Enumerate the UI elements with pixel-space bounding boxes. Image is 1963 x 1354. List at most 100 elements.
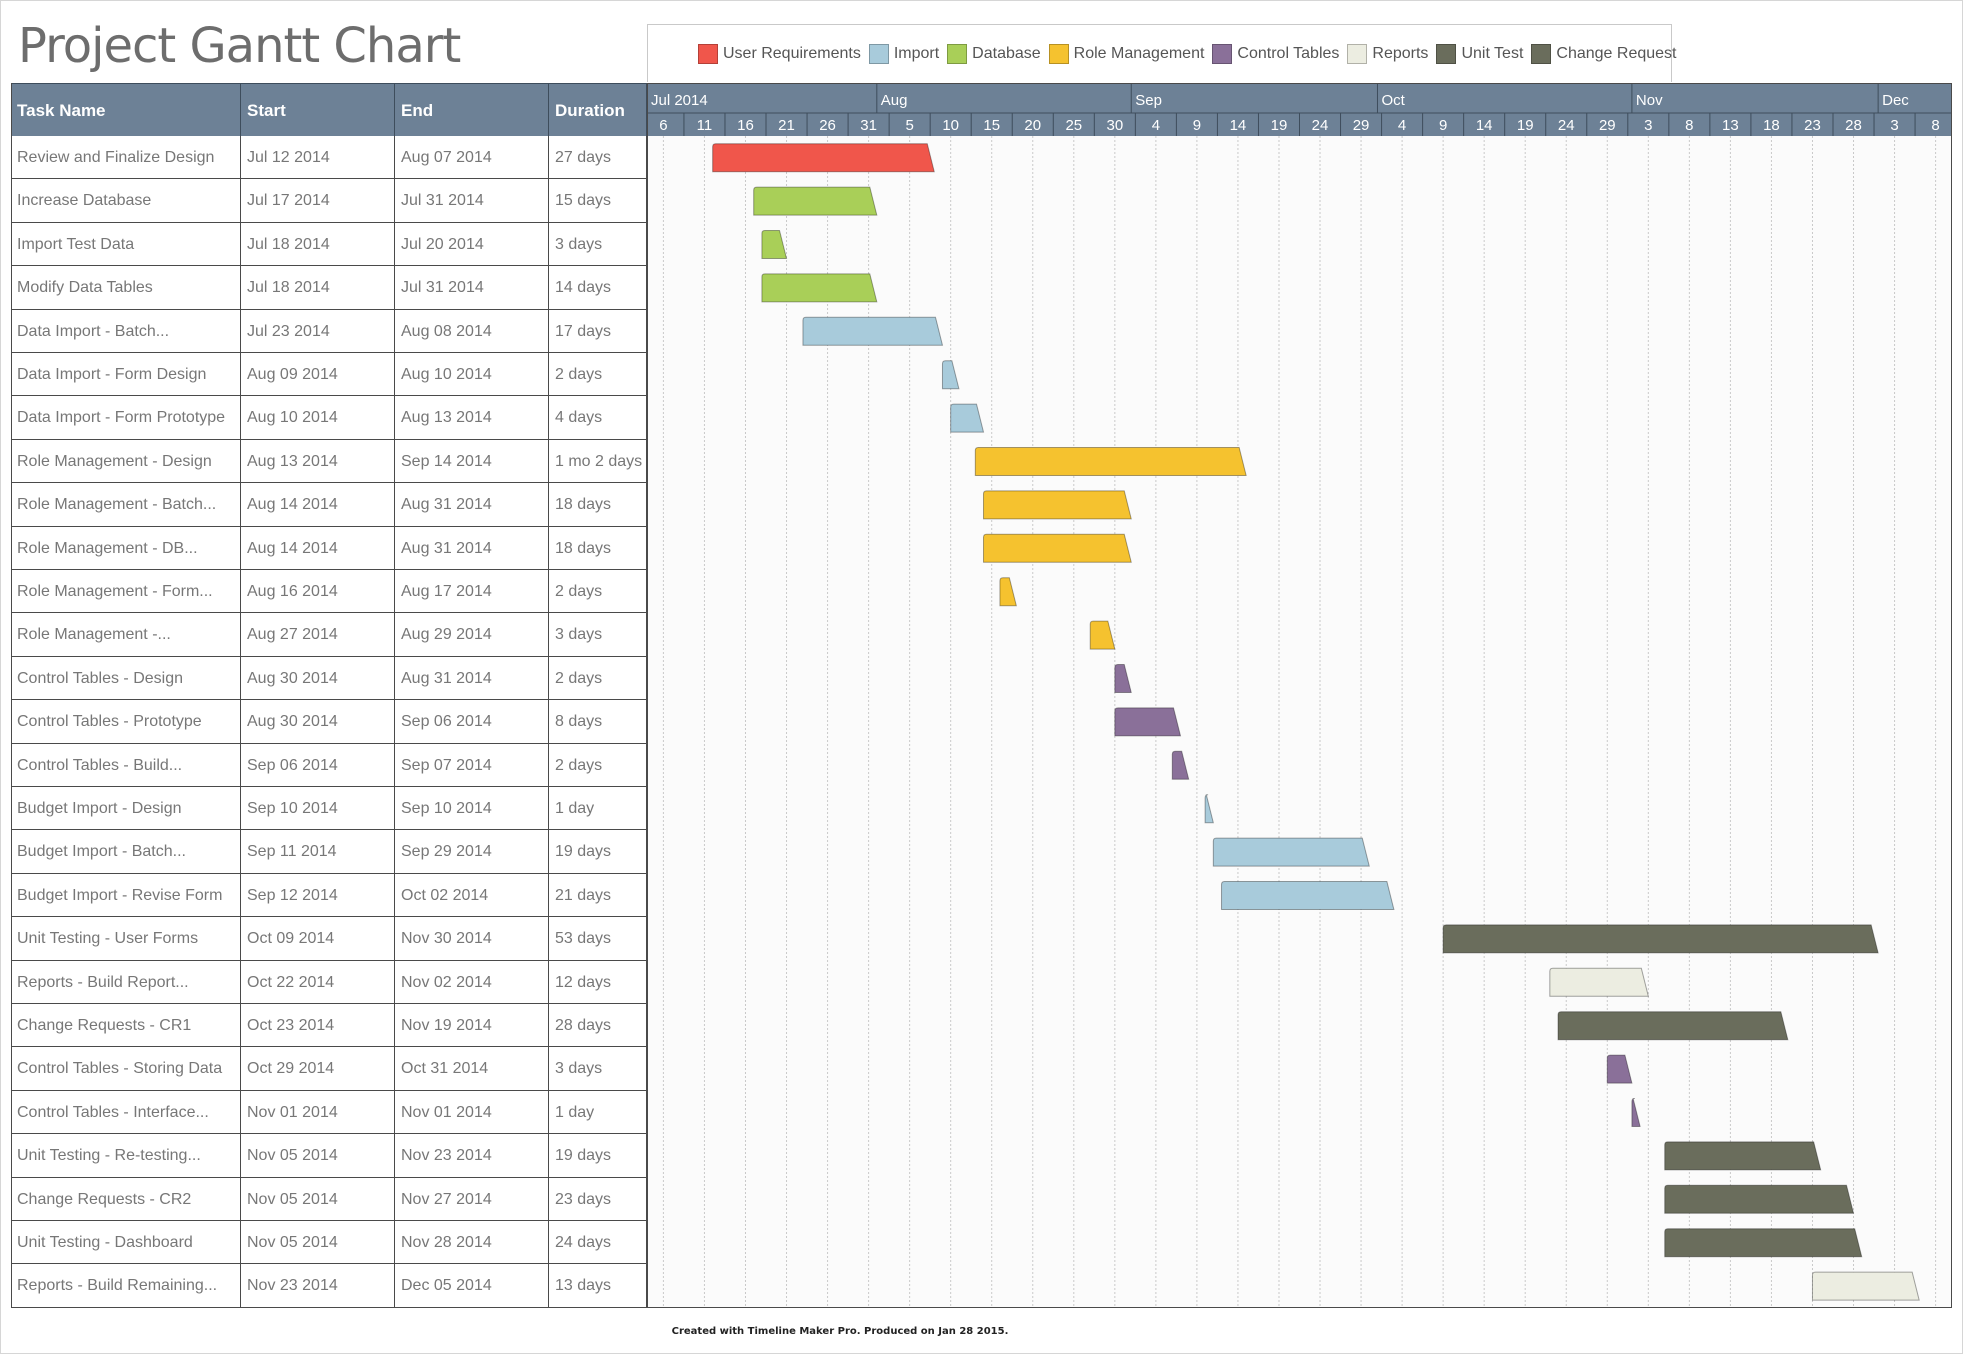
legend-swatch: [1347, 43, 1368, 64]
month-label: Jul 2014: [651, 92, 708, 109]
cell-end: Oct 31 2014: [395, 1047, 549, 1090]
cell-duration: 2 days: [549, 353, 647, 396]
header-duration: Duration: [549, 83, 647, 136]
legend-label: Unit Test: [1461, 44, 1524, 62]
tick-label: 14: [1476, 117, 1493, 134]
cell-name: Control Tables - Design: [11, 656, 241, 700]
cell-end: Aug 08 2014: [395, 309, 549, 352]
cell-duration: 13 days: [549, 1264, 647, 1307]
task-bar: [712, 143, 935, 173]
month-label: Sep: [1135, 92, 1162, 109]
table-row: Data Import - Form Prototype Aug 10 2014 A…: [11, 396, 647, 440]
table-row: Control Tables - Interface... Nov 01 2014…: [11, 1090, 647, 1135]
cell-start: Oct 22 2014: [241, 960, 395, 1003]
legend-label: Control Tables: [1237, 44, 1340, 62]
task-bar: [941, 360, 960, 390]
legend-swatch: [1048, 43, 1069, 64]
cell-name: Reports - Build Remaining...: [11, 1264, 241, 1307]
table-row: Reports - Build Report... Oct 22 2014 Nov …: [11, 960, 647, 1004]
task-bar: [1811, 1271, 1920, 1301]
legend-item: Reports: [1347, 43, 1428, 64]
cell-end: Aug 10 2014: [395, 353, 549, 396]
cell-name: Unit Testing - Dashboard: [11, 1221, 241, 1264]
cell-start: Oct 09 2014: [241, 917, 395, 960]
cell-end: Aug 31 2014: [395, 656, 549, 700]
cell-name: Role Management - Batch...: [11, 483, 241, 526]
task-bar: [983, 490, 1132, 520]
cell-start: Aug 30 2014: [241, 700, 395, 743]
cell-start: Sep 06 2014: [241, 743, 395, 786]
legend-swatch: [1436, 43, 1457, 64]
tick-label: 11: [697, 117, 713, 134]
cell-duration: 19 days: [549, 1134, 647, 1177]
table-row: Unit Testing - User Forms Oct 09 2014 Nov …: [11, 917, 647, 961]
task-bar: [1631, 1098, 1641, 1127]
cell-duration: 3 days: [549, 613, 647, 656]
legend-item: Control Tables: [1212, 43, 1340, 64]
task-bar: [1212, 837, 1370, 867]
table-row: Review and Finalize Design Jul 12 2014 Aug…: [11, 136, 647, 180]
cell-name: Role Management - Design: [11, 439, 241, 483]
cell-end: Aug 31 2014: [395, 526, 549, 569]
tick-label: 24: [1312, 117, 1329, 134]
tick-label: 3: [1890, 117, 1898, 134]
header-end: End: [395, 83, 549, 136]
cell-start: Sep 10 2014: [241, 787, 395, 830]
cell-name: Review and Finalize Design: [11, 136, 241, 179]
cell-duration: 3 days: [549, 222, 647, 266]
cell-duration: 19 days: [549, 830, 647, 873]
tick-label: 3: [1644, 117, 1652, 134]
cell-start: Aug 30 2014: [241, 656, 395, 700]
cell-start: Aug 16 2014: [241, 570, 395, 613]
footer-credit: Created with Timeline Maker Pro. Produce…: [671, 1326, 1009, 1337]
tick-label: 29: [1353, 117, 1370, 134]
cell-end: Aug 29 2014: [395, 613, 549, 656]
tick-label: 9: [1193, 117, 1201, 134]
cell-start: Nov 23 2014: [241, 1264, 395, 1307]
legend-item: Change Request: [1531, 43, 1677, 64]
table-row: Role Management -... Aug 27 2014 Aug 29 20…: [11, 613, 647, 657]
cell-start: Jul 18 2014: [241, 266, 395, 309]
cell-end: Sep 29 2014: [395, 830, 549, 873]
tick-label: 18: [1763, 117, 1780, 134]
task-bar: [974, 447, 1247, 476]
cell-end: Nov 27 2014: [395, 1177, 549, 1220]
cell-name: Import Test Data: [11, 222, 241, 266]
task-bar: [1606, 1054, 1633, 1084]
tick-label: 25: [1065, 117, 1082, 134]
cell-name: Unit Testing - Re-testing...: [11, 1134, 241, 1177]
cell-start: Aug 10 2014: [241, 396, 395, 439]
chart-border: [647, 83, 1952, 1308]
cell-duration: 4 days: [549, 396, 647, 439]
task-bar: [753, 186, 878, 216]
tick-label: 13: [1722, 117, 1739, 134]
table-row: Role Management - Form... Aug 16 2014 Aug …: [11, 570, 647, 614]
legend-swatch: [698, 43, 718, 64]
table-row: Role Management - Design Aug 13 2014 Sep 1…: [11, 439, 647, 484]
legend-item: Role Management: [1048, 43, 1204, 64]
table-row: Unit Testing - Dashboard Nov 05 2014 Nov 2…: [11, 1221, 647, 1265]
cell-end: Nov 19 2014: [395, 1004, 549, 1047]
table-row: Import Test Data Jul 18 2014 Jul 20 2014 3 …: [11, 222, 647, 267]
cell-end: Nov 30 2014: [395, 917, 549, 960]
table-row: Budget Import - Batch... Sep 11 2014 Sep 2…: [11, 830, 647, 874]
cell-start: Aug 27 2014: [241, 613, 395, 656]
page-title: Project Gantt Chart: [18, 18, 461, 74]
cell-duration: 17 days: [549, 309, 647, 352]
tick-label: 5: [905, 117, 913, 134]
legend-swatch: [1531, 43, 1552, 64]
table-row: Budget Import - Revise Form Sep 12 2014 Oc…: [11, 873, 647, 918]
cell-end: Nov 23 2014: [395, 1134, 549, 1177]
table-row: Role Management - Batch... Aug 14 2014 Aug…: [11, 483, 647, 527]
task-bar: [1114, 707, 1182, 737]
cell-name: Role Management -...: [11, 613, 241, 656]
cell-end: Aug 31 2014: [395, 483, 549, 526]
cell-name: Budget Import - Revise Form: [11, 873, 241, 917]
task-bar: [1664, 1228, 1863, 1258]
cell-start: Jul 17 2014: [241, 179, 395, 222]
legend-label: Import: [893, 44, 940, 62]
table-row: Data Import - Form Design Aug 09 2014 Aug …: [11, 353, 647, 397]
legend-label: Change Request: [1556, 44, 1677, 62]
cell-start: Sep 11 2014: [241, 830, 395, 873]
cell-duration: 18 days: [549, 483, 647, 526]
